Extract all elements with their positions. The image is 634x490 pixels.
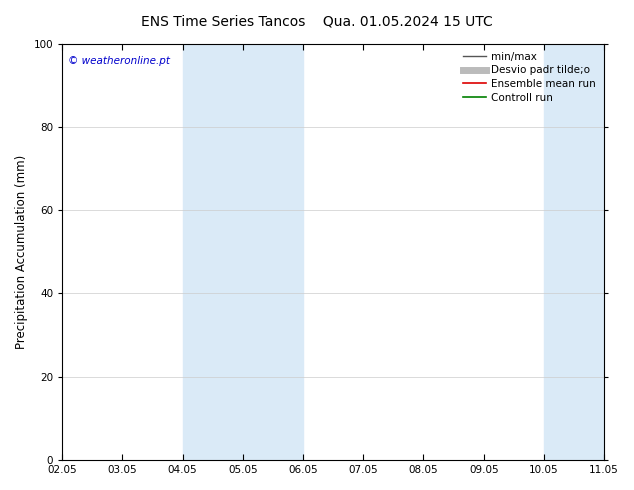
Bar	[544, 44, 634, 460]
Legend: min/max, Desvio padr tilde;o, Ensemble mean run, Controll run: min/max, Desvio padr tilde;o, Ensemble m…	[460, 49, 599, 106]
Bar	[183, 44, 303, 460]
Text: ENS Time Series Tancos    Qua. 01.05.2024 15 UTC: ENS Time Series Tancos Qua. 01.05.2024 1…	[141, 15, 493, 29]
Y-axis label: Precipitation Accumulation (mm): Precipitation Accumulation (mm)	[15, 155, 28, 349]
Text: © weatheronline.pt: © weatheronline.pt	[68, 56, 170, 66]
